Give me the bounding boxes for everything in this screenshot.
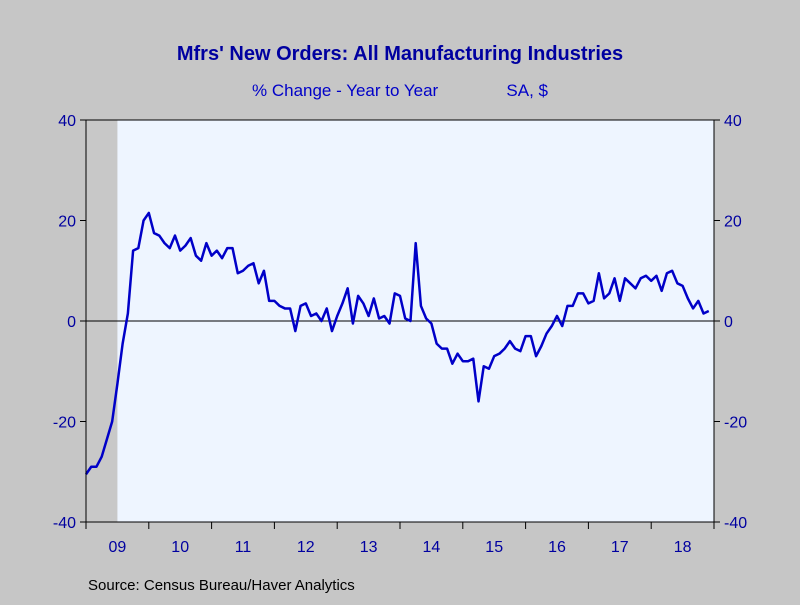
chart-subtitle-basis: SA, $ — [506, 81, 548, 100]
y-tick-label-right: 40 — [724, 113, 742, 130]
source-note: Source: Census Bureau/Haver Analytics — [88, 577, 355, 594]
x-tick-label: 10 — [171, 539, 189, 556]
y-tick-label-left: -20 — [53, 415, 76, 432]
y-tick-label-left: 40 — [58, 113, 76, 130]
y-tick-label-right: 0 — [724, 314, 733, 331]
y-tick-label-right: -20 — [724, 415, 747, 432]
x-tick-label: 15 — [485, 539, 503, 556]
y-tick-label-left: -40 — [53, 515, 76, 532]
x-tick-label: 09 — [109, 539, 127, 556]
chart-title: Mfrs' New Orders: All Manufacturing Indu… — [177, 43, 623, 65]
y-tick-label-left: 20 — [58, 214, 76, 231]
x-tick-label: 16 — [548, 539, 566, 556]
x-tick-label: 17 — [611, 539, 629, 556]
y-tick-label-right: 20 — [724, 214, 742, 231]
chart-subtitle-measure: % Change - Year to Year — [252, 81, 439, 100]
x-tick-label: 14 — [423, 539, 441, 556]
x-tick-label: 13 — [360, 539, 378, 556]
y-tick-label-left: 0 — [67, 314, 76, 331]
y-tick-label-right: -40 — [724, 515, 747, 532]
x-tick-label: 11 — [235, 539, 252, 556]
x-tick-label: 12 — [297, 539, 315, 556]
x-tick-label: 18 — [674, 539, 692, 556]
series-line — [84, 211, 710, 475]
